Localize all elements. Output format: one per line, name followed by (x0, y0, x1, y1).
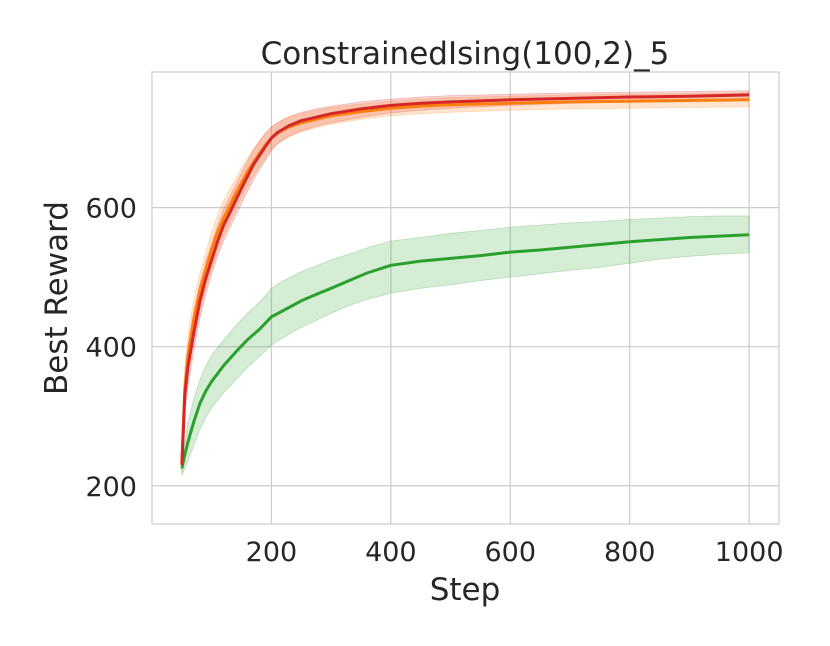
x-tick-label: 1000 (715, 537, 784, 568)
x-tick-label: 200 (246, 537, 298, 568)
x-tick-label: 400 (365, 537, 417, 568)
plot-frame (151, 71, 780, 525)
series-2-band (181, 92, 750, 476)
x-axis-label: Step (430, 572, 501, 608)
y-tick-label: 600 (85, 194, 137, 225)
series-1-band (181, 90, 750, 472)
grid-lines (152, 72, 779, 524)
y-axis-label: Best Reward (39, 201, 75, 395)
y-tick-label: 200 (85, 472, 137, 503)
y-tick-label: 400 (85, 333, 137, 364)
tick-labels: 200 400 600 800 1000 200 400 600 (85, 194, 783, 568)
chart-title: ConstrainedIsing(100,2)_5 (261, 36, 670, 72)
series-3-band (181, 215, 750, 476)
series-lines (180, 93, 750, 469)
series-3-line (180, 233, 750, 469)
confidence-bands (181, 90, 750, 476)
x-tick-label: 800 (604, 537, 656, 568)
x-tick-label: 600 (485, 537, 537, 568)
series-1-line (180, 93, 750, 465)
